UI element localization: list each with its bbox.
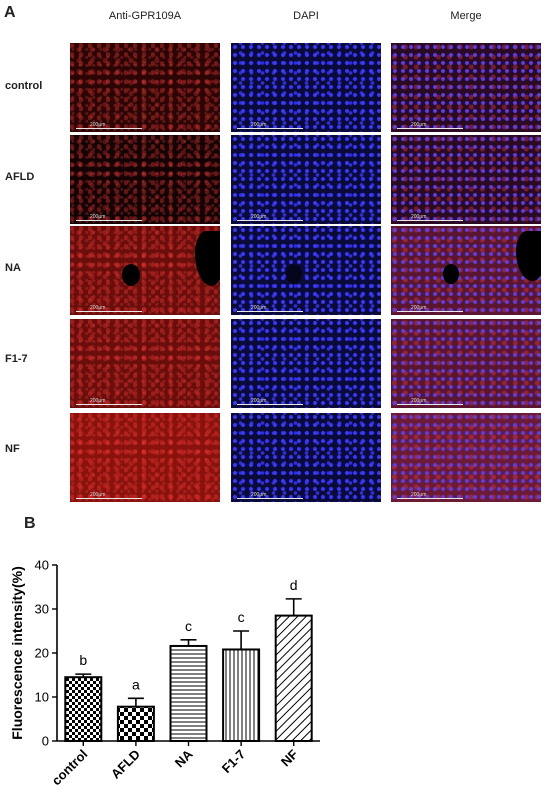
bar-nf [274,614,313,742]
significance-letter-afld: a [132,676,140,692]
panel-a-label: A [4,4,16,21]
row-label-afld: AFLD [5,171,35,183]
x-tick-label-nf: NF [278,746,301,769]
y-tick-label: 20 [35,646,49,661]
bar-na [169,644,208,742]
x-tick-label-control: control [49,747,91,789]
bar-afld [116,705,155,742]
micrograph-afld-dapi: 200μm [231,135,381,224]
bar-chart: 0 10 20 30 40 Fluorescence intensity(%) b contr… [9,558,320,789]
row-label-nf: NF [5,443,20,455]
micrograph-control-merge: 200μm [391,43,541,132]
significance-letter-na: c [185,618,192,634]
significance-letter-control: b [79,652,87,668]
micrograph-nf-gpr109a: 200μm [70,413,220,502]
micrograph-nf-dapi: 200μm [231,413,381,502]
x-tick-label-f1-7: F1-7 [219,747,249,777]
micrograph-na-gpr109a: 200μm [70,226,220,315]
row-label-f1-7: F1-7 [5,353,28,365]
micrograph-control-gpr109a: 200μm [70,43,220,132]
column-header-merge: Merge [450,10,482,22]
y-tick-label: 30 [35,602,49,617]
panel-b-label: B [24,515,36,532]
micrograph-afld-merge: 200μm [391,135,541,224]
micrograph-nf-merge: 200μm [391,413,541,502]
micrograph-f1-7-dapi: 200μm [231,319,381,408]
column-header-anti-gpr109a: Anti-GPR109A [108,10,182,22]
column-header-dapi: DAPI [293,10,319,22]
micrograph-f1-7-gpr109a: 200μm [70,319,220,408]
significance-letter-nf: d [290,577,298,593]
y-tick-label: 10 [35,690,49,705]
x-tick-label-afld: AFLD [108,747,143,782]
y-tick-label: 40 [35,558,49,573]
micrograph-f1-7-merge: 200μm [391,319,541,408]
y-tick-label: 0 [42,734,49,749]
row-label-control: control [5,80,43,92]
x-tick-label-na: NA [172,746,196,770]
y-axis-title: Fluorescence intensity(%) [9,566,25,740]
micrograph-na-merge: 200μm [391,226,541,315]
micrograph-na-dapi: 200μm [231,226,381,315]
bar-f1-7 [222,648,261,742]
significance-letter-f1-7: c [238,609,245,625]
bar-control [64,676,103,742]
micrograph-afld-gpr109a: 200μm [70,135,220,224]
micrograph-control-dapi: 200μm [231,43,381,132]
row-label-na: NA [5,262,21,274]
